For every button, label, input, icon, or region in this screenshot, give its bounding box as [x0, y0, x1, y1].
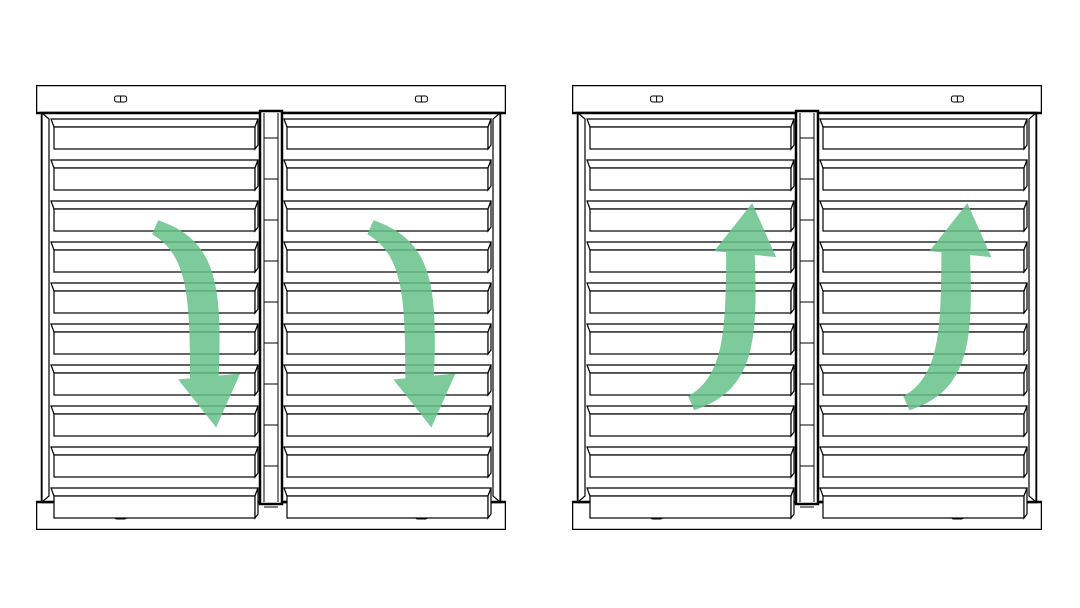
slat	[820, 119, 1027, 149]
top-flange	[36, 85, 506, 113]
center-mullion	[260, 111, 282, 507]
slat	[820, 201, 1027, 231]
slat	[820, 406, 1027, 436]
slat	[51, 324, 258, 354]
slat	[51, 160, 258, 190]
louvre-svg	[572, 85, 1042, 530]
slat	[51, 201, 258, 231]
slat	[284, 160, 491, 190]
slat	[587, 201, 794, 231]
slat	[284, 283, 491, 313]
slat	[587, 447, 794, 477]
slat	[284, 406, 491, 436]
slat	[284, 447, 491, 477]
louvre-panel-airflow-up	[572, 85, 1042, 530]
slat	[587, 283, 794, 313]
louvre-panel-airflow-down	[36, 85, 506, 530]
slat	[51, 406, 258, 436]
slat	[587, 119, 794, 149]
slat	[284, 365, 491, 395]
slat	[587, 324, 794, 354]
slat	[820, 447, 1027, 477]
louvre-svg	[36, 85, 506, 530]
slat	[587, 488, 794, 518]
slat	[51, 242, 258, 272]
slat	[51, 488, 258, 518]
slat	[284, 119, 491, 149]
slat	[51, 447, 258, 477]
slat	[284, 324, 491, 354]
slat	[820, 160, 1027, 190]
slat	[587, 406, 794, 436]
diagram-stage	[0, 0, 1080, 608]
slat	[820, 324, 1027, 354]
slat	[820, 242, 1027, 272]
slat	[587, 365, 794, 395]
top-flange	[572, 85, 1042, 113]
slat	[820, 488, 1027, 518]
slat	[51, 283, 258, 313]
slat	[51, 119, 258, 149]
slat	[820, 283, 1027, 313]
slat	[284, 488, 491, 518]
center-mullion	[796, 111, 818, 507]
slat	[587, 160, 794, 190]
